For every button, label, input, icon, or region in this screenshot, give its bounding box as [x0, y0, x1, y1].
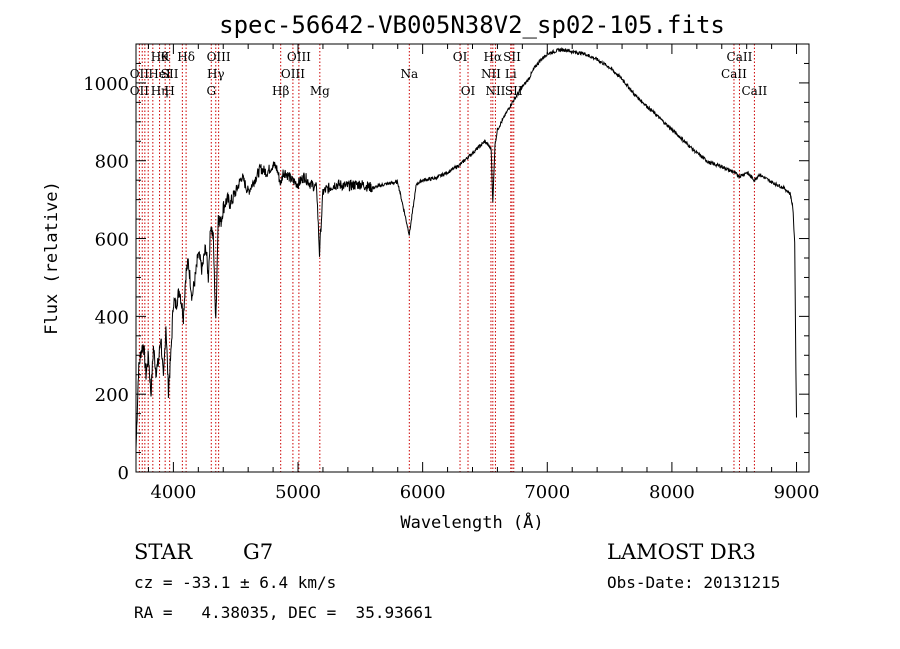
spectral-line-label: OI: [461, 84, 476, 98]
y-tick-label: 400: [95, 307, 129, 328]
spectral-line-label: Hδ: [177, 50, 195, 64]
spectral-lines: [138, 44, 755, 472]
chart-title: spec-56642-VB005N38V2_sp02-105.fits: [219, 11, 725, 39]
spectral-line-label: HeI: [148, 67, 171, 81]
observation-date: Obs-Date: 20131215: [607, 573, 780, 592]
x-tick-label: 4000: [150, 482, 196, 503]
y-axis-ticks: 0 200 400 600 800 1000: [83, 43, 809, 484]
spectral-line-label: NII: [481, 67, 501, 81]
spectral-line-label: Hα: [484, 50, 503, 64]
spectral-line-label: Hθ: [151, 50, 169, 64]
spectral-line-label: K: [161, 50, 171, 64]
spectral-line-label: OI: [453, 50, 468, 64]
y-tick-label: 600: [95, 230, 129, 251]
spectral-line-label: Hη: [151, 84, 169, 98]
spectral-line-label: OIII: [287, 50, 311, 64]
x-axis-label: Wavelength (Å): [400, 511, 543, 533]
spectral-line-label: CaII: [727, 50, 753, 64]
object-subclass: G7: [243, 540, 273, 564]
x-tick-label: 9000: [774, 482, 820, 503]
spectral-line-label: H: [164, 84, 174, 98]
y-tick-label: 0: [118, 463, 129, 484]
spectral-line-label: CaII: [741, 84, 767, 98]
spectral-line-label: OIII: [207, 50, 231, 64]
y-tick-label: 800: [95, 152, 129, 173]
spectral-line-label: OIII: [281, 67, 305, 81]
spectral-line-labels: OIIOIIHθHeIHηKSIIHHδGHγOIIIHβOIIIOIIIMgN…: [130, 50, 768, 98]
flux-series-line: [135, 47, 797, 449]
y-axis-label: Flux (relative): [42, 181, 62, 335]
x-tick-label: 6000: [400, 482, 446, 503]
spectral-line-label: SII: [505, 84, 523, 98]
spectral-line-label: Hγ: [207, 67, 225, 81]
coordinates: RA = 4.38035, DEC = 35.93661: [134, 603, 433, 622]
x-tick-label: 7000: [524, 482, 570, 503]
redshift-velocity: cz = -33.1 ± 6.4 km/s: [134, 573, 336, 592]
spectral-line-label: CaII: [721, 67, 747, 81]
spectral-line-label: SII: [161, 67, 179, 81]
spectral-line-label: OII: [130, 84, 150, 98]
x-tick-label: 5000: [275, 482, 321, 503]
survey-name: LAMOST DR3: [607, 540, 756, 564]
spectral-line-label: G: [206, 84, 216, 98]
spectral-line-label: Li: [505, 67, 517, 81]
spectral-line-label: Na: [400, 67, 418, 81]
spectral-line-label: OII: [130, 67, 150, 81]
x-tick-label: 8000: [649, 482, 695, 503]
plot-frame: [135, 43, 810, 473]
spectral-line-label: SII: [503, 50, 521, 64]
y-tick-label: 1000: [83, 74, 129, 95]
spectral-line-label: NII: [485, 84, 505, 98]
spectral-line-label: Mg: [310, 84, 330, 98]
y-tick-label: 200: [95, 385, 129, 406]
spectral-line-label: Hβ: [272, 84, 289, 98]
object-class: STAR: [134, 540, 193, 564]
x-axis-ticks: 4000 5000 6000 7000 8000 9000: [147, 44, 820, 503]
